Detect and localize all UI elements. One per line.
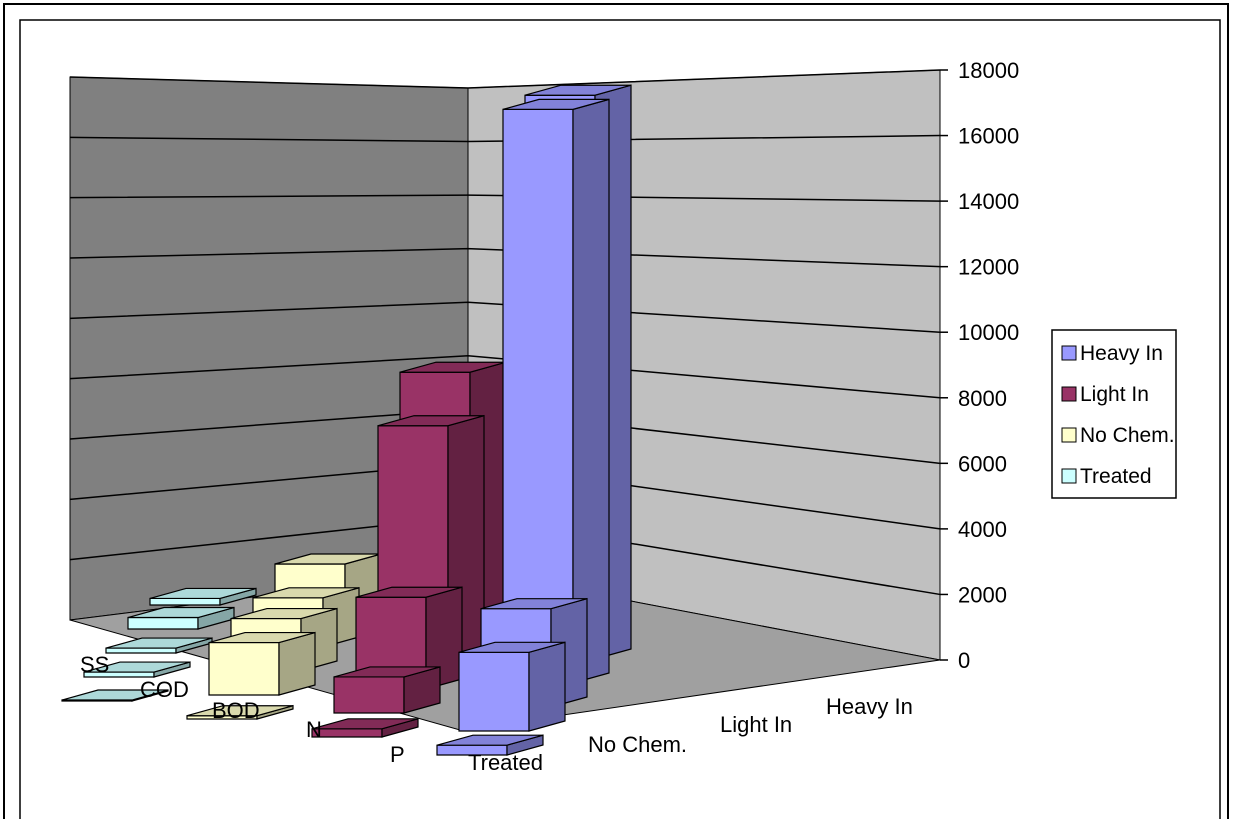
series-axis-label: Treated [468, 750, 543, 775]
legend-swatch [1061, 427, 1077, 443]
bar-top [252, 587, 360, 599]
bar-treated-cod [127, 606, 235, 630]
bar-top [127, 606, 235, 619]
bars [61, 84, 632, 756]
bar-front [333, 676, 405, 714]
y-tick-label: 8000 [958, 386, 1007, 411]
bar-heavy-in-n [458, 641, 566, 732]
series-axis-label: No Chem. [588, 732, 687, 757]
bar-front [127, 616, 199, 630]
gridline [69, 247, 941, 268]
bar-front [502, 108, 574, 684]
y-tick-label: 18000 [958, 58, 1019, 83]
legend-label: Heavy In [1080, 342, 1163, 365]
bar-front [311, 728, 383, 738]
legend-swatch [1061, 345, 1077, 361]
legend-swatch [1061, 468, 1077, 484]
bar-treated-bod [105, 637, 213, 654]
bar-top [355, 586, 463, 598]
value-axis: 0 2000 4000 6000 8000 10000 12000 14000 16000 180… [940, 58, 1019, 673]
bar-treated-ss [149, 587, 257, 606]
bar-top [230, 607, 338, 620]
bar-top [480, 598, 588, 610]
bar-light-in-bod [355, 586, 463, 690]
category-label: COD [140, 677, 189, 702]
bar-side [572, 98, 610, 684]
series-axis-label: Heavy In [826, 694, 913, 719]
gridline [69, 355, 941, 399]
gridline [69, 301, 941, 333]
y-tick-label: 16000 [958, 124, 1019, 149]
bar-top [458, 641, 566, 653]
bar-top [83, 661, 191, 673]
bar-top [377, 415, 485, 427]
category-label: N [306, 717, 322, 742]
bar-heavy-in-cod [502, 98, 610, 684]
y-tick-label: 0 [958, 648, 970, 673]
bar-light-in-n [333, 666, 441, 714]
y-tick-label: 4000 [958, 517, 1007, 542]
bar-top [311, 718, 419, 730]
bar-front [105, 647, 177, 654]
series-axis-label: Light In [720, 712, 792, 737]
series-labels: Treated No Chem. Light In Heavy In [468, 694, 913, 775]
legend-label: No Chem. [1080, 424, 1175, 447]
legend-label: Light In [1080, 383, 1149, 406]
bar-top [186, 705, 294, 717]
bar-top [436, 734, 544, 746]
gridline [69, 134, 941, 143]
bar-top [524, 84, 632, 96]
bar-top [502, 98, 610, 110]
legend: Heavy In Light In No Chem. Treated [1051, 329, 1177, 499]
bar-front [149, 597, 221, 606]
bar-light-in-p [311, 718, 419, 738]
bar-top [333, 666, 441, 678]
bar-top [61, 689, 169, 701]
legend-swatch [1061, 386, 1077, 402]
y-tick-label: 6000 [958, 451, 1007, 476]
y-tick-label: 2000 [958, 582, 1007, 607]
bar-heavy-in-p [436, 734, 544, 756]
gridline [69, 194, 941, 202]
bar-no-chem--n [208, 631, 316, 696]
bar-treated-p [61, 689, 169, 702]
legend-label: Treated [1080, 465, 1152, 488]
y-tick-label: 12000 [958, 255, 1019, 280]
category-label: P [390, 742, 405, 767]
bar-side [528, 641, 566, 732]
y-tick-label: 14000 [958, 189, 1019, 214]
bar-front [208, 641, 280, 696]
gridline [69, 69, 941, 89]
bar-treated-n [83, 661, 191, 678]
bar-side [278, 631, 316, 696]
category-label: BOD [212, 698, 260, 723]
bar-no-chem--p [186, 704, 294, 720]
bar-top [105, 637, 213, 649]
plot-area-border [19, 19, 1221, 824]
category-labels: SS COD BOD N P [80, 652, 405, 767]
category-label: SS [80, 652, 109, 677]
bar-top [149, 587, 257, 600]
bar-front [458, 651, 530, 732]
bar-top [208, 631, 316, 644]
y-tick-label: 10000 [958, 320, 1019, 345]
